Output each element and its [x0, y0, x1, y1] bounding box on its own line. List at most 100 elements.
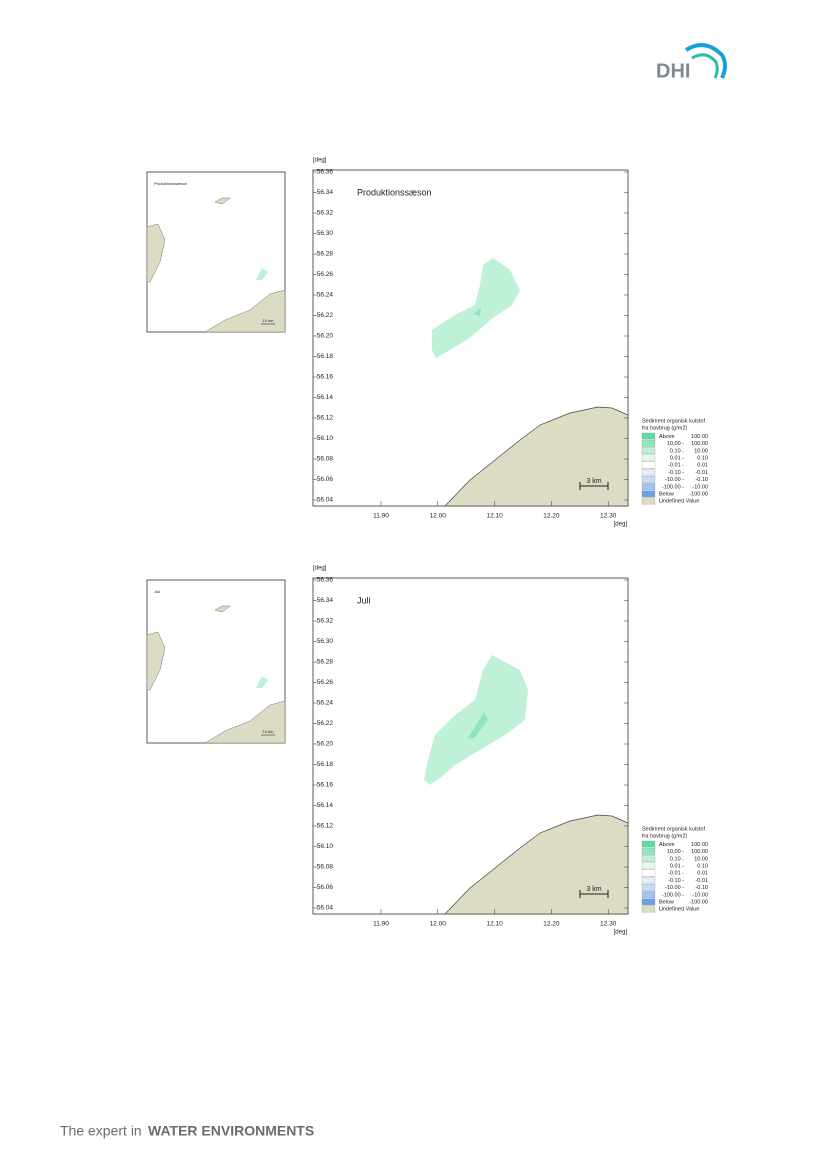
legend-value: -0.10: [695, 885, 708, 891]
y-tick-label: 56.06: [317, 476, 334, 483]
legend-label: -0.01 -: [668, 463, 684, 469]
scale-label: 3 km: [586, 886, 601, 893]
x-tick-label: 12.30: [600, 921, 617, 928]
inset-plume: [256, 676, 268, 688]
legend-swatch: [641, 468, 656, 476]
land: [444, 814, 629, 915]
map-title: Juli: [357, 595, 371, 605]
legend-value: 0.10: [697, 455, 708, 461]
inset-island: [214, 197, 231, 205]
inset-label: Juli: [154, 589, 160, 594]
y-tick-label: 56.04: [317, 497, 334, 504]
legend-value: -100.00: [689, 899, 708, 905]
legend-value: 0.01: [697, 463, 708, 469]
legend-value: -0.01: [695, 878, 708, 884]
x-tick-label: 12.00: [430, 513, 447, 520]
y-tick-label: 56.06: [317, 884, 334, 891]
y-tick-label: 56.22: [317, 312, 334, 319]
legend-label: 0.01 -: [670, 455, 684, 461]
y-tick-label: 56.36: [317, 169, 334, 176]
x-tick-label: 12.00: [430, 921, 447, 928]
logo-text: DHI: [656, 60, 690, 82]
legend-swatch: [641, 898, 656, 906]
legend-label: 10.00 -: [667, 441, 684, 447]
y-tick-label: 56.14: [317, 802, 334, 809]
y-tick-label: 56.24: [317, 292, 334, 299]
y-tick-label: 56.22: [317, 720, 334, 727]
legend-value: -10.00: [692, 892, 708, 898]
y-tick-label: 56.18: [317, 761, 334, 768]
legend-swatch: [641, 884, 656, 891]
legend-label: Undefined Value: [659, 907, 699, 913]
legend-value: 0.10: [697, 863, 708, 869]
legend-title: fra havbrug (g/m2): [642, 425, 687, 431]
x-tick-label: 12.30: [600, 513, 617, 520]
legend-title: fra havbrug (g/m2): [642, 833, 687, 839]
y-tick-label: 56.08: [317, 864, 334, 871]
map-figure: Produktionssæson 10 km Produktionssæson [de…: [146, 158, 708, 528]
x-tick-label: 12.10: [486, 921, 503, 928]
y-tick-label: 56.18: [317, 353, 334, 360]
legend-label: -10.00 -: [665, 885, 684, 891]
y-tick-label: 56.28: [317, 251, 334, 258]
legend-label: Below: [659, 899, 674, 905]
legend-swatch: [641, 848, 656, 855]
y-tick-label: 56.16: [317, 374, 334, 381]
legend-label: -0.01 -: [668, 871, 684, 877]
inset-island: [214, 605, 231, 613]
y-unit: [deg]: [313, 158, 327, 164]
y-tick-label: 56.28: [317, 659, 334, 666]
y-tick-label: 56.14: [317, 394, 334, 401]
legend-swatch: [641, 476, 656, 483]
legend-label: -100.00 -: [662, 892, 684, 898]
legend-label: 0.01 -: [670, 863, 684, 869]
logo-wave: [691, 53, 719, 79]
legend-value: 0.01: [697, 871, 708, 877]
inset-land: [204, 700, 286, 744]
legend-title: Sediment organisk kulstof: [642, 826, 705, 832]
legend-value: 100.00: [691, 434, 708, 440]
legend-value: -0.01: [695, 470, 708, 476]
legend-value: -100.00: [689, 491, 708, 497]
y-tick-label: 56.04: [317, 905, 334, 912]
map-figure: Juli 10 km Juli [deg] [deg] 56.36 56.34 56.32 56…: [146, 566, 708, 936]
legend-swatch: [641, 490, 656, 498]
x-tick-label: 11.90: [373, 921, 389, 928]
inset-land: [204, 289, 286, 333]
y-tick-label: 56.30: [317, 230, 334, 237]
plume: [424, 655, 528, 785]
y-tick-label: 56.30: [317, 638, 334, 645]
inset-land: [146, 631, 166, 691]
legend-swatch: [641, 862, 656, 870]
y-tick-label: 56.10: [317, 843, 334, 850]
y-tick-label: 56.26: [317, 271, 334, 278]
scale-label: 3 km: [586, 478, 601, 485]
x-tick-label: 12.20: [543, 921, 560, 928]
scale-bar: [579, 890, 609, 898]
legend-swatch: [641, 454, 656, 462]
legend-label: 10.00 -: [667, 849, 684, 855]
legend-swatch: [641, 432, 656, 440]
legend-value: 100.00: [691, 441, 708, 447]
legend-swatch: [641, 876, 656, 884]
inset-land: [146, 223, 166, 283]
legend-value: 10.00: [694, 856, 708, 862]
plume-core: [468, 712, 488, 738]
y-tick-label: 56.08: [317, 456, 334, 463]
plume: [432, 258, 520, 358]
legend-label: 0.10 -: [670, 856, 684, 862]
legend-swatch: [641, 461, 656, 469]
y-tick-label: 56.10: [317, 435, 334, 442]
legend-label: -0.10 -: [668, 470, 684, 476]
inset-label: Produktionssæson: [154, 181, 187, 186]
legend-label: -10.00 -: [665, 477, 684, 483]
logo-wave: [684, 43, 727, 79]
legend-swatch: [641, 855, 656, 862]
legend-value: 100.00: [691, 842, 708, 848]
y-tick-label: 56.32: [317, 210, 334, 217]
legend-title: Sediment organisk kulstof: [642, 418, 705, 424]
legend-swatch: [641, 840, 656, 848]
y-tick-label: 56.12: [317, 415, 334, 422]
footer-lead: The expert in: [60, 1123, 142, 1139]
logo: DHI: [656, 43, 727, 82]
